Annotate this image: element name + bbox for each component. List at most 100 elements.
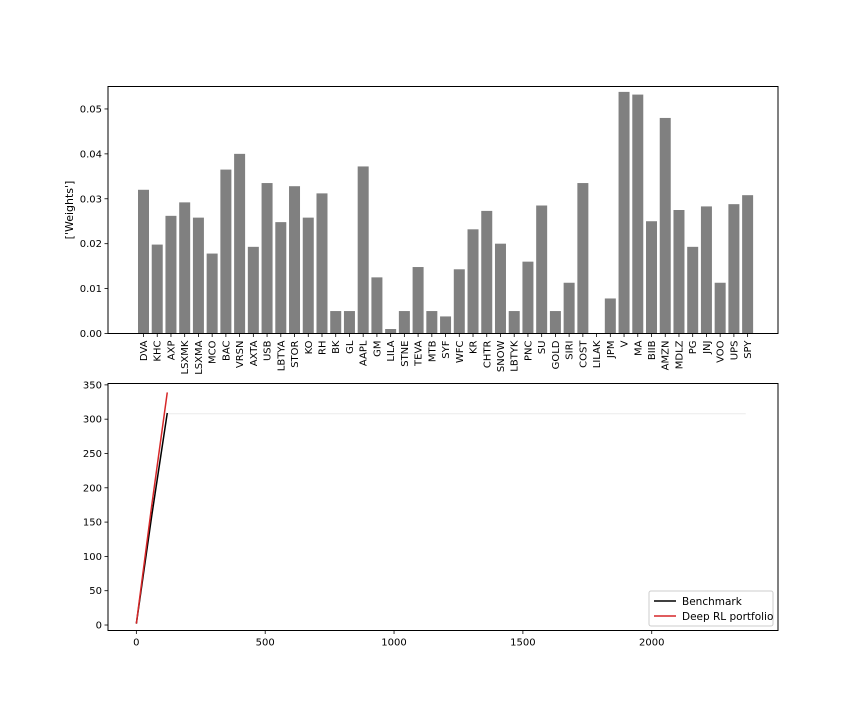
- bar-x-tick-label: SU: [537, 341, 548, 355]
- bar-x-tick-label: DVA: [139, 340, 150, 361]
- bar-x-tick-label: AXTA: [249, 340, 260, 366]
- bar-syf: [440, 316, 452, 334]
- bar-y-tick-label: 0.04: [80, 149, 102, 160]
- bar-cost: [577, 183, 589, 334]
- line-marks: [135, 392, 746, 624]
- line-y-tick-label: 100: [83, 552, 102, 563]
- bar-wfc: [453, 269, 465, 334]
- line-y-tick-label: 0: [96, 621, 102, 632]
- bar-gl: [343, 311, 355, 334]
- legend-box: [648, 590, 774, 627]
- bar-x-tick-label: JNJ: [702, 341, 713, 355]
- bar-x-tick-label: KR: [469, 340, 480, 354]
- bar-x-tick-label: SYF: [441, 340, 452, 358]
- legend: Benchmark Deep RL portfolio: [648, 590, 774, 627]
- bar-x-tick-label: AXP: [166, 341, 177, 361]
- bar-x-tick-label: LSXMA: [194, 340, 205, 374]
- bar-lila: [385, 329, 397, 334]
- bar-x-tick-label: SPY: [743, 340, 754, 359]
- bar-x-tick-label: GM: [372, 341, 383, 357]
- bar-pnc: [522, 261, 534, 334]
- line-y-tick-label: 300: [83, 415, 102, 426]
- line-y-tick-label: 200: [83, 483, 102, 494]
- line-y-tick-label: 50: [89, 586, 102, 597]
- bar-x-tick-label: BIIB: [647, 340, 658, 360]
- bar-x-tick-label: KO: [304, 340, 315, 354]
- bar-x-tick-label: UPS: [729, 341, 740, 361]
- bar-lbtya: [275, 222, 287, 334]
- line-y-tick-label: 150: [83, 518, 102, 529]
- bar-x-tick-label: MCO: [208, 340, 219, 364]
- line-x-tick-label: 1500: [510, 638, 535, 649]
- line-chart-frame: [107, 383, 779, 631]
- bar-kr: [467, 229, 479, 334]
- bar-x-tick-label: VOO: [716, 340, 727, 363]
- bar-dva: [138, 189, 149, 334]
- bar-y-tick-label: 0.00: [80, 329, 102, 340]
- bar-x-tick-label: KHC: [153, 340, 164, 361]
- bar-x-tick-label: VRSN: [235, 341, 246, 369]
- line-x-tick-label: 0: [133, 638, 139, 649]
- bar-x-tick-label: CHTR: [482, 340, 493, 368]
- bar-gm: [371, 277, 383, 334]
- bar-stne: [398, 311, 410, 334]
- bar-usb: [261, 183, 273, 334]
- bar-x-tick-label: STNE: [400, 341, 411, 367]
- bar-x-tick-label: WFC: [455, 340, 466, 363]
- bar-vrsn: [234, 153, 246, 334]
- bar-lbtyk: [508, 311, 520, 334]
- bar-x-tick-label: PNC: [523, 340, 534, 361]
- bar-chart-frame: [107, 86, 779, 334]
- bar-x-tick-label: MDLZ: [674, 340, 685, 369]
- bar-amzn: [659, 117, 671, 334]
- bar-axp: [165, 215, 177, 334]
- bar-x-tick-label: GL: [345, 340, 356, 354]
- bar-lsxma: [192, 217, 204, 334]
- bar-jpm: [604, 298, 616, 334]
- bar-y-axis: 0.00 0.01 0.02 0.03 0.04 0.05: [80, 104, 108, 340]
- bar-mtb: [426, 311, 438, 334]
- bar-ups: [728, 204, 740, 334]
- bar-stor: [289, 186, 301, 334]
- bar-x-tick-label: LBTYK: [510, 340, 521, 372]
- bar-voo: [714, 282, 726, 334]
- bar-aapl: [357, 166, 369, 334]
- bar-marks: [138, 91, 754, 334]
- bar-siri: [563, 282, 575, 334]
- bar-snow: [494, 243, 506, 334]
- bar-x-tick-label: LBTYA: [276, 340, 287, 371]
- line-x-axis: 0 500 1000 1500 2000: [133, 630, 664, 649]
- bar-lsxmk: [179, 202, 191, 334]
- bar-su: [536, 205, 548, 334]
- bar-x-tick-label: COST: [578, 340, 589, 368]
- bar-ko: [302, 217, 314, 334]
- bar-y-axis-label: ['Weights']: [63, 181, 76, 240]
- bar-khc: [151, 244, 163, 334]
- line-y-tick-label: 250: [83, 449, 102, 460]
- bar-teva: [412, 267, 424, 334]
- bar-gold: [549, 311, 561, 334]
- performance-line-chart: 0 50 100 150 200 250 300 350 0 500 1000 1500 2000 B…: [83, 380, 779, 649]
- bar-x-tick-label: BAC: [221, 340, 232, 361]
- bar-y-tick-label: 0.01: [80, 284, 102, 295]
- line-y-tick-label: 350: [83, 380, 102, 391]
- bar-y-tick-label: 0.05: [80, 104, 102, 115]
- bar-x-tick-label: AMZN: [661, 341, 672, 371]
- bar-x-tick-label: LILAK: [592, 340, 603, 368]
- weights-bar-chart: 0.000.010.020.030.040.05 DVA KHC AXP LSXMK L…: [63, 86, 779, 375]
- bar-x-tick-label: SNOW: [496, 340, 507, 372]
- bar-mdlz: [673, 210, 685, 334]
- bar-x-tick-label: LILA: [386, 340, 397, 361]
- legend-benchmark-label: Benchmark: [682, 596, 743, 608]
- bar-x-tick-label: TEVA: [414, 340, 425, 367]
- bar-x-tick-label: MTB: [427, 340, 438, 362]
- bar-rh: [316, 193, 328, 334]
- bar-x-tick-label: GOLD: [551, 340, 562, 369]
- bar-y-tick-label: 0.02: [80, 239, 102, 250]
- bar-x-tick-label: BK: [331, 340, 342, 354]
- bar-x-tick-label: PG: [688, 341, 699, 355]
- bar-biib: [646, 221, 658, 334]
- bar-pg: [687, 246, 699, 334]
- line-x-tick-label: 2000: [639, 638, 664, 649]
